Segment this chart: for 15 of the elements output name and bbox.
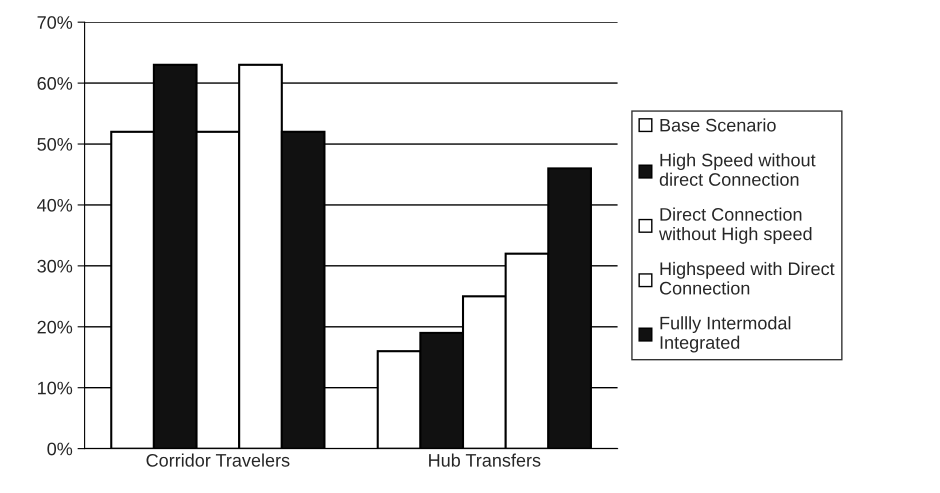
legend-label: Fullly Intermodal Integrated [660, 316, 790, 352]
legend-label: Highspeed with Direct Connection [660, 262, 835, 295]
y-tick-label: 60% [38, 77, 72, 90]
legend-label: Base Scenario [660, 118, 776, 132]
x-tick-label: Hub Transfers [429, 453, 540, 467]
y-tick-label: 20% [38, 320, 72, 334]
legend-label: High Speed without direct Connection [660, 153, 816, 186]
y-tick-label: 30% [37, 260, 72, 273]
y-tick-label: 50% [37, 138, 72, 151]
x-tick-label: Corridor Travelers [146, 453, 290, 467]
y-tick-label: 10% [38, 382, 72, 394]
y-tick-label: 0% [47, 442, 72, 456]
y-tick-label: 70% [38, 16, 72, 29]
y-tick-label: 40% [37, 198, 72, 212]
legend-label: Direct Connection without High speed [658, 208, 812, 244]
